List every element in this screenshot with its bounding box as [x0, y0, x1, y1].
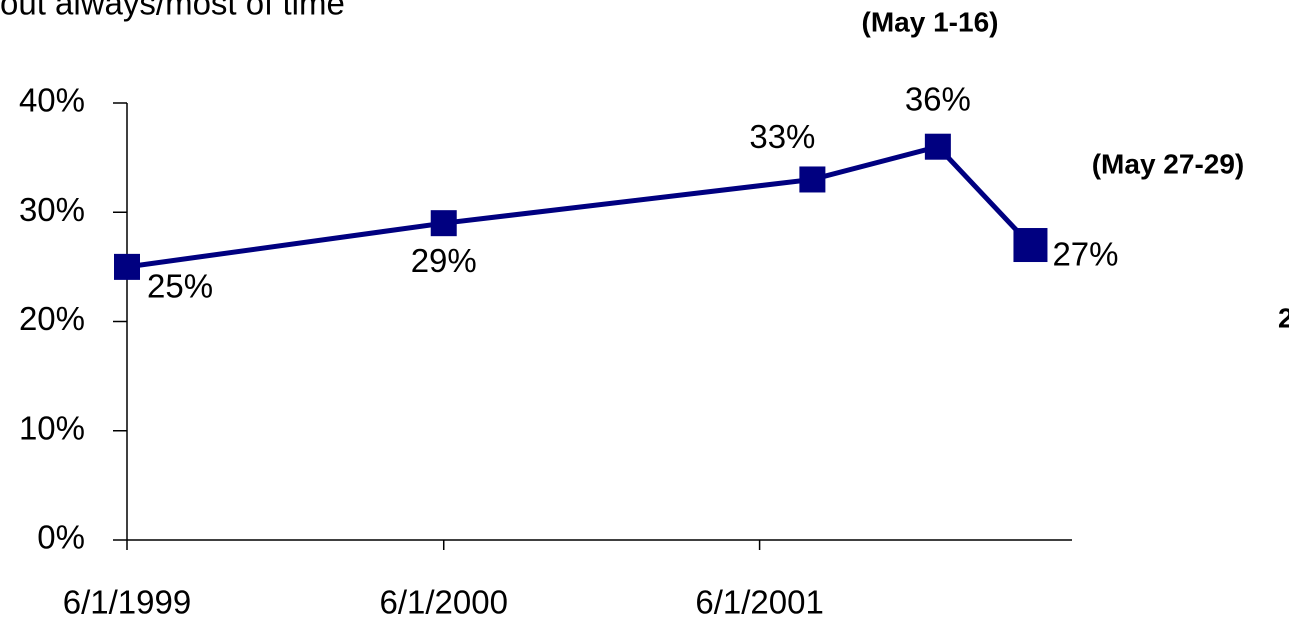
- x-tick-label: 6/1/1999: [63, 584, 191, 621]
- data-label: 25%: [147, 268, 213, 305]
- data-label: 33%: [749, 118, 815, 155]
- y-tick-label: 10%: [19, 409, 85, 446]
- y-tick-label: 20%: [19, 300, 85, 337]
- marker: [114, 253, 140, 280]
- annotation: (May 1-16): [862, 6, 999, 37]
- x-tick-label: 6/1/2001: [695, 584, 823, 621]
- annotation: 2: [1278, 302, 1289, 333]
- marker: [1013, 228, 1048, 263]
- y-tick-label: 30%: [19, 191, 85, 228]
- y-tick-label: 40%: [19, 82, 85, 119]
- data-label: 36%: [905, 80, 971, 117]
- marker: [430, 210, 457, 237]
- marker: [924, 133, 951, 160]
- marker: [799, 166, 826, 193]
- data-label: 29%: [411, 242, 477, 279]
- x-tick-label: 6/1/2000: [379, 584, 507, 621]
- chart-subtitle: out always/most of time: [0, 0, 345, 22]
- annotation: (May 27-29): [1092, 148, 1245, 179]
- line: [126, 143, 1033, 270]
- y-tick-label: 0%: [37, 519, 85, 556]
- data-label: 27%: [1052, 236, 1118, 273]
